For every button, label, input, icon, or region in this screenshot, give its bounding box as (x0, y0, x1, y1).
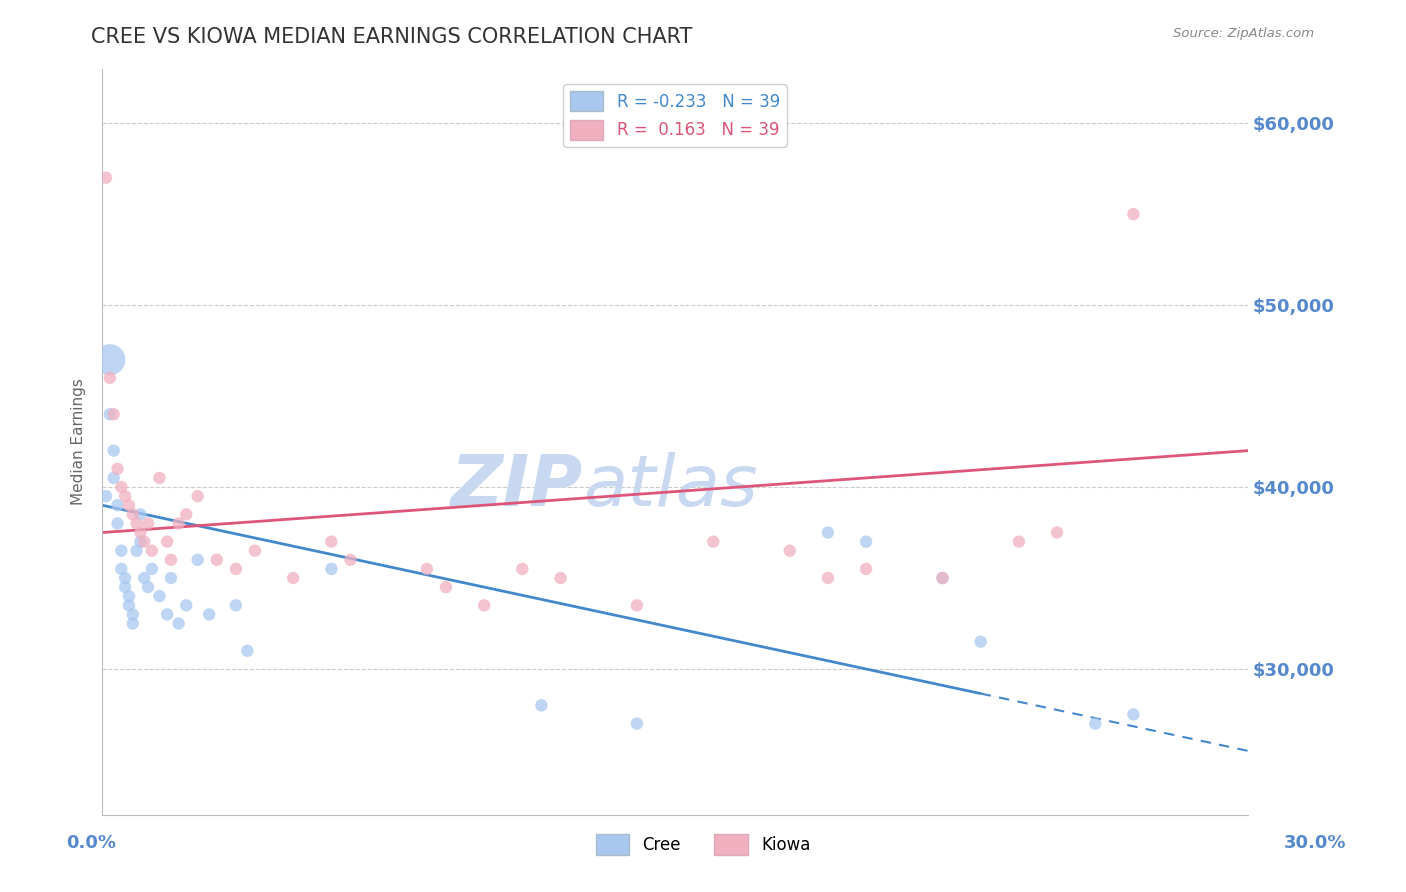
Point (114, 580, 136, 594)
Point (107, 516, 129, 531)
Point (94, 489, 117, 503)
Point (148, 471, 170, 485)
Point (225, 562, 247, 576)
Text: ZIP: ZIP (451, 452, 583, 521)
Point (187, 489, 209, 503)
Point (626, 599, 648, 613)
Point (167, 616, 190, 631)
Point (136, 516, 159, 531)
Point (160, 571, 183, 585)
Point (174, 599, 197, 613)
Point (121, 508, 143, 522)
Point (321, 562, 343, 576)
Point (110, 543, 132, 558)
Point (855, 562, 877, 576)
Point (321, 534, 343, 549)
Point (779, 543, 801, 558)
Point (98, 407, 121, 421)
Point (121, 607, 143, 622)
Point (110, 562, 132, 576)
Point (236, 644, 259, 658)
Point (141, 543, 163, 558)
Point (125, 516, 148, 531)
Point (855, 534, 877, 549)
Point (107, 462, 129, 476)
Point (114, 571, 136, 585)
Point (134, 534, 156, 549)
Point (817, 571, 839, 585)
Point (1122, 207, 1144, 221)
Text: CREE VS KIOWA MEDIAN EARNINGS CORRELATION CHART: CREE VS KIOWA MEDIAN EARNINGS CORRELATIO… (91, 27, 693, 46)
Point (98, 352, 121, 367)
Point (110, 480, 132, 494)
Point (129, 508, 152, 522)
Point (136, 580, 159, 594)
Point (187, 553, 209, 567)
Text: Source: ZipAtlas.com: Source: ZipAtlas.com (1174, 27, 1315, 40)
Point (107, 498, 129, 512)
Point (118, 589, 141, 603)
Point (1084, 716, 1107, 731)
Point (134, 571, 156, 585)
Point (1122, 707, 1144, 722)
Point (702, 534, 724, 549)
Point (339, 553, 361, 567)
Point (98, 371, 121, 385)
Point (121, 616, 143, 631)
Point (129, 534, 152, 549)
Point (103, 407, 125, 421)
Point (1008, 534, 1031, 549)
Point (225, 599, 247, 613)
Text: atlas: atlas (583, 452, 758, 521)
Point (931, 571, 953, 585)
Y-axis label: Median Earnings: Median Earnings (72, 378, 86, 505)
Point (530, 698, 553, 713)
Point (472, 599, 495, 613)
Point (148, 589, 170, 603)
Point (198, 607, 221, 622)
Point (1046, 525, 1069, 540)
Point (243, 543, 266, 558)
Legend: R = -0.233   N = 39, R =  0.163   N = 39: R = -0.233 N = 39, R = 0.163 N = 39 (564, 85, 787, 146)
Point (626, 716, 648, 731)
Text: 30.0%: 30.0% (1284, 834, 1346, 852)
Point (931, 571, 953, 585)
Point (160, 553, 183, 567)
Point (114, 489, 136, 503)
Point (817, 525, 839, 540)
Point (283, 571, 305, 585)
Point (205, 553, 228, 567)
Point (103, 443, 125, 458)
Point (118, 599, 141, 613)
Text: 0.0%: 0.0% (66, 834, 117, 852)
Point (167, 516, 190, 531)
Point (141, 562, 163, 576)
Point (118, 498, 141, 512)
Point (156, 534, 179, 549)
Point (174, 508, 197, 522)
Point (512, 562, 534, 576)
Point (416, 562, 439, 576)
Point (94, 170, 117, 185)
Point (550, 571, 572, 585)
Point (125, 543, 148, 558)
Point (156, 607, 179, 622)
Point (129, 525, 152, 540)
Point (969, 634, 991, 648)
Legend: Cree, Kiowa: Cree, Kiowa (589, 828, 817, 862)
Point (434, 580, 457, 594)
Point (103, 471, 125, 485)
